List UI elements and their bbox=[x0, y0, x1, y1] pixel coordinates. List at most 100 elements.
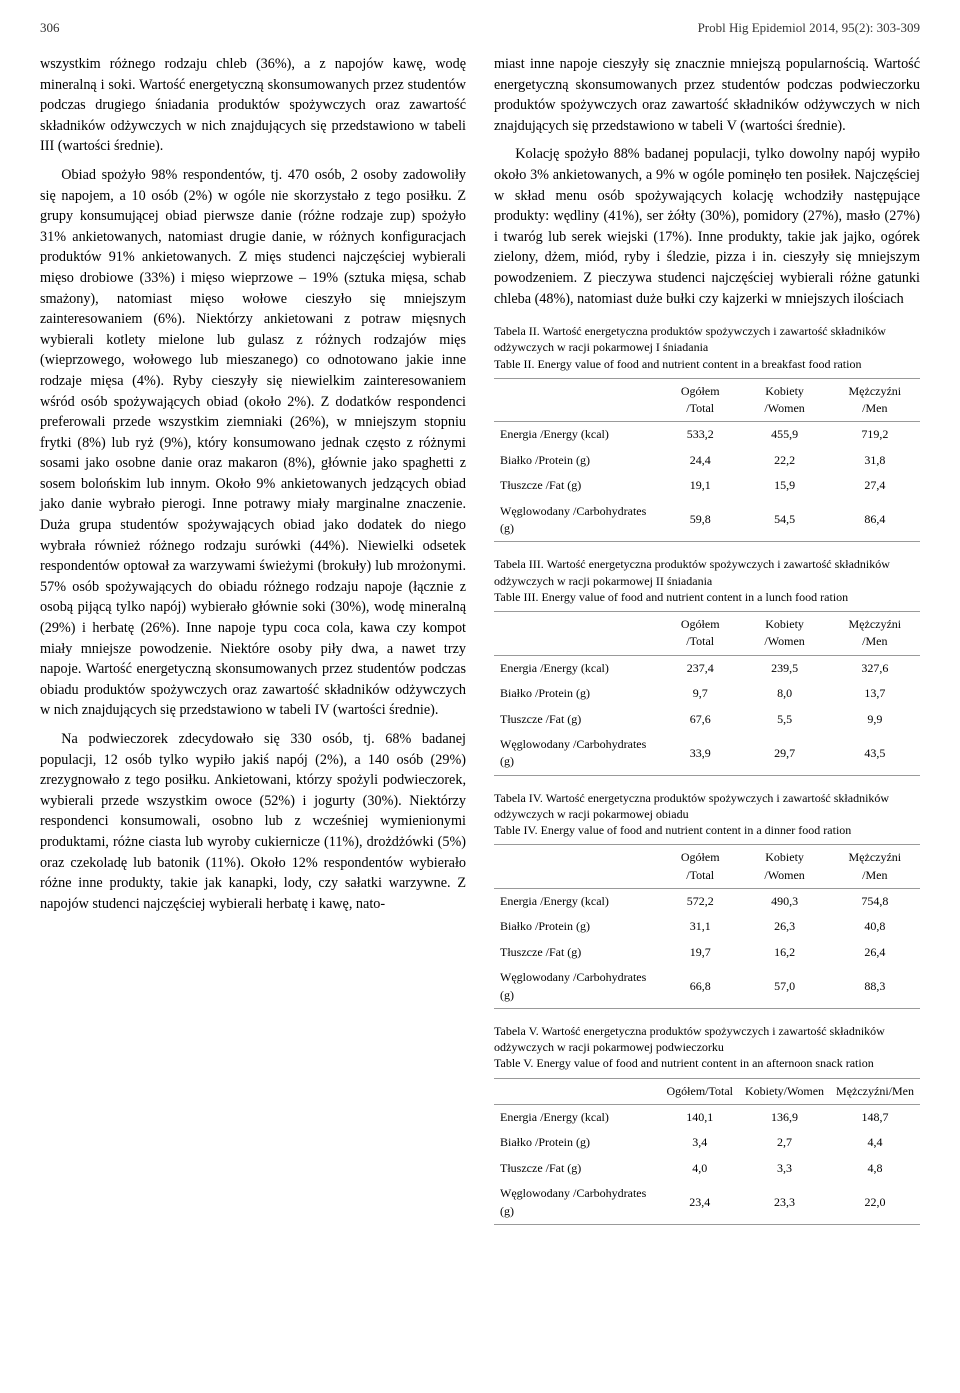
row-label: Białko /Protein (g) bbox=[494, 914, 661, 939]
cell: 22,0 bbox=[830, 1181, 920, 1224]
table-row: Białko /Protein (g) 24,4 22,2 31,8 bbox=[494, 448, 920, 473]
row-label: Białko /Protein (g) bbox=[494, 681, 661, 706]
table-col-total: Ogółem /Total bbox=[661, 378, 740, 422]
row-label: Energia /Energy (kcal) bbox=[494, 655, 661, 681]
row-label: Białko /Protein (g) bbox=[494, 1130, 661, 1155]
table-3: Ogółem /Total Kobiety /Women Mężczyźni /… bbox=[494, 611, 920, 776]
cell: 67,6 bbox=[661, 707, 740, 732]
cell: 27,4 bbox=[830, 473, 920, 498]
table-row: Węglowodany /Carbohydrates (g) 23,4 23,3… bbox=[494, 1181, 920, 1224]
right-para-1: miast inne napoje cieszyły się znacznie … bbox=[494, 54, 920, 136]
cell: 59,8 bbox=[661, 499, 740, 542]
row-label: Węglowodany /Carbohydrates (g) bbox=[494, 1181, 661, 1224]
table-col-men: Mężczyźni /Men bbox=[830, 611, 920, 655]
journal-ref: Probl Hig Epidemiol 2014, 95(2): 303-309 bbox=[698, 20, 920, 36]
row-label: Tłuszcze /Fat (g) bbox=[494, 1156, 661, 1181]
table-5-caption-en: Table V. Energy value of food and nutrie… bbox=[494, 1056, 874, 1070]
cell: 86,4 bbox=[830, 499, 920, 542]
table-3-caption-pl: Tabela III. Wartość energetyczna produkt… bbox=[494, 557, 890, 587]
row-label: Węglowodany /Carbohydrates (g) bbox=[494, 732, 661, 775]
cell: 239,5 bbox=[740, 655, 830, 681]
table-5: Ogółem/Total Kobiety/Women Mężczyźni/Men… bbox=[494, 1078, 920, 1225]
cell: 237,4 bbox=[661, 655, 740, 681]
table-row: Energia /Energy (kcal) 237,4 239,5 327,6 bbox=[494, 655, 920, 681]
table-col-empty bbox=[494, 378, 661, 422]
table-row: Białko /Protein (g) 3,4 2,7 4,4 bbox=[494, 1130, 920, 1155]
table-2-caption: Tabela II. Wartość energetyczna produktó… bbox=[494, 323, 920, 372]
cell: 327,6 bbox=[830, 655, 920, 681]
cell: 66,8 bbox=[661, 965, 740, 1008]
right-para-2: Kolację spożyło 88% badanej populacji, t… bbox=[494, 144, 920, 309]
right-column: miast inne napoje cieszyły się znacznie … bbox=[494, 54, 920, 1239]
table-4-caption-pl: Tabela IV. Wartość energetyczna produktó… bbox=[494, 791, 889, 821]
table-col-total: Ogółem /Total bbox=[661, 845, 740, 889]
cell: 8,0 bbox=[740, 681, 830, 706]
table-col-men: Mężczyźni /Men bbox=[830, 845, 920, 889]
two-column-layout: wszystkim różnego rodzaju chleb (36%), a… bbox=[40, 54, 920, 1239]
row-label: Tłuszcze /Fat (g) bbox=[494, 707, 661, 732]
cell: 9,9 bbox=[830, 707, 920, 732]
cell: 13,7 bbox=[830, 681, 920, 706]
table-col-women: Kobiety /Women bbox=[740, 378, 830, 422]
table-row: Węglowodany /Carbohydrates (g) 33,9 29,7… bbox=[494, 732, 920, 775]
cell: 719,2 bbox=[830, 422, 920, 448]
cell: 3,4 bbox=[661, 1130, 739, 1155]
cell: 4,0 bbox=[661, 1156, 739, 1181]
cell: 2,7 bbox=[739, 1130, 830, 1155]
cell: 4,8 bbox=[830, 1156, 920, 1181]
row-label: Węglowodany /Carbohydrates (g) bbox=[494, 965, 661, 1008]
cell: 16,2 bbox=[740, 940, 830, 965]
cell: 23,3 bbox=[739, 1181, 830, 1224]
table-4-caption-en: Table IV. Energy value of food and nutri… bbox=[494, 823, 851, 837]
cell: 88,3 bbox=[830, 965, 920, 1008]
table-col-empty bbox=[494, 845, 661, 889]
left-para-1: wszystkim różnego rodzaju chleb (36%), a… bbox=[40, 54, 466, 157]
cell: 5,5 bbox=[740, 707, 830, 732]
cell: 26,3 bbox=[740, 914, 830, 939]
cell: 9,7 bbox=[661, 681, 740, 706]
cell: 40,8 bbox=[830, 914, 920, 939]
cell: 31,1 bbox=[661, 914, 740, 939]
cell: 490,3 bbox=[740, 889, 830, 915]
table-2-block: Tabela II. Wartość energetyczna produktó… bbox=[494, 323, 920, 542]
left-para-3: Na podwieczorek zdecydowało się 330 osób… bbox=[40, 729, 466, 914]
cell: 3,3 bbox=[739, 1156, 830, 1181]
cell: 148,7 bbox=[830, 1104, 920, 1130]
cell: 43,5 bbox=[830, 732, 920, 775]
cell: 23,4 bbox=[661, 1181, 739, 1224]
table-row: Węglowodany /Carbohydrates (g) 66,8 57,0… bbox=[494, 965, 920, 1008]
cell: 136,9 bbox=[739, 1104, 830, 1130]
left-para-2: Obiad spożyło 98% respondentów, tj. 470 … bbox=[40, 165, 466, 721]
cell: 754,8 bbox=[830, 889, 920, 915]
row-label: Energia /Energy (kcal) bbox=[494, 889, 661, 915]
table-row: Energia /Energy (kcal) 533,2 455,9 719,2 bbox=[494, 422, 920, 448]
table-row: Energia /Energy (kcal) 140,1 136,9 148,7 bbox=[494, 1104, 920, 1130]
table-col-women: Kobiety /Women bbox=[740, 845, 830, 889]
table-col-women: Kobiety/Women bbox=[739, 1078, 830, 1104]
table-col-total: Ogółem/Total bbox=[661, 1078, 739, 1104]
table-5-caption-pl: Tabela V. Wartość energetyczna produktów… bbox=[494, 1024, 885, 1054]
table-3-block: Tabela III. Wartość energetyczna produkt… bbox=[494, 556, 920, 775]
row-label: Białko /Protein (g) bbox=[494, 448, 661, 473]
page-number: 306 bbox=[40, 20, 60, 36]
table-col-empty bbox=[494, 1078, 661, 1104]
table-row: Tłuszcze /Fat (g) 67,6 5,5 9,9 bbox=[494, 707, 920, 732]
table-2-caption-pl: Tabela II. Wartość energetyczna produktó… bbox=[494, 324, 886, 354]
table-row: Białko /Protein (g) 9,7 8,0 13,7 bbox=[494, 681, 920, 706]
table-3-caption-en: Table III. Energy value of food and nutr… bbox=[494, 590, 848, 604]
cell: 22,2 bbox=[740, 448, 830, 473]
cell: 54,5 bbox=[740, 499, 830, 542]
table-row: Węglowodany /Carbohydrates (g) 59,8 54,5… bbox=[494, 499, 920, 542]
cell: 29,7 bbox=[740, 732, 830, 775]
cell: 19,1 bbox=[661, 473, 740, 498]
cell: 4,4 bbox=[830, 1130, 920, 1155]
cell: 26,4 bbox=[830, 940, 920, 965]
table-4: Ogółem /Total Kobiety /Women Mężczyźni /… bbox=[494, 844, 920, 1009]
table-row: Tłuszcze /Fat (g) 19,1 15,9 27,4 bbox=[494, 473, 920, 498]
cell: 572,2 bbox=[661, 889, 740, 915]
table-2-caption-en: Table II. Energy value of food and nutri… bbox=[494, 357, 861, 371]
table-3-caption: Tabela III. Wartość energetyczna produkt… bbox=[494, 556, 920, 605]
row-label: Tłuszcze /Fat (g) bbox=[494, 940, 661, 965]
cell: 33,9 bbox=[661, 732, 740, 775]
row-label: Energia /Energy (kcal) bbox=[494, 422, 661, 448]
